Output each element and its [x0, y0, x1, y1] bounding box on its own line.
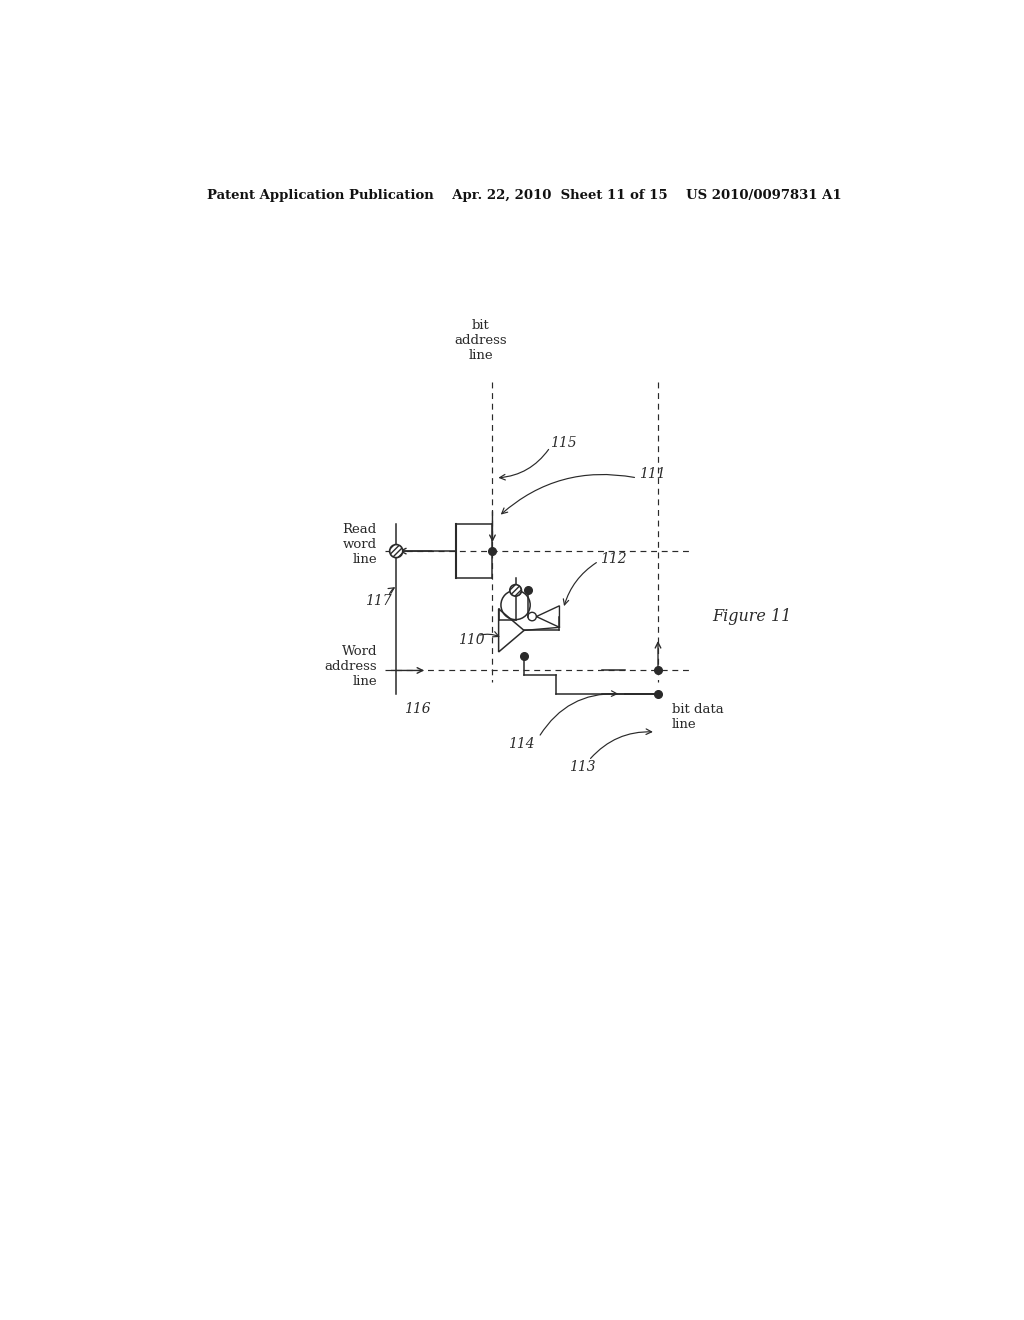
Text: 112: 112	[600, 552, 627, 566]
Text: Figure 11: Figure 11	[712, 609, 792, 626]
Text: Word
address
line: Word address line	[325, 645, 377, 688]
Text: 111: 111	[639, 467, 666, 480]
Circle shape	[390, 545, 402, 557]
Text: 110: 110	[458, 632, 484, 647]
Text: 116: 116	[403, 702, 430, 715]
Text: bit data
line: bit data line	[672, 702, 724, 731]
Text: Read
word
line: Read word line	[343, 524, 377, 566]
Circle shape	[510, 585, 521, 597]
Text: 113: 113	[569, 760, 596, 774]
Text: Patent Application Publication    Apr. 22, 2010  Sheet 11 of 15    US 2010/00978: Patent Application Publication Apr. 22, …	[208, 189, 842, 202]
Text: 117: 117	[366, 594, 392, 609]
Text: 114: 114	[508, 737, 535, 751]
Text: bit
address
line: bit address line	[455, 319, 507, 363]
Text: 115: 115	[550, 437, 577, 450]
